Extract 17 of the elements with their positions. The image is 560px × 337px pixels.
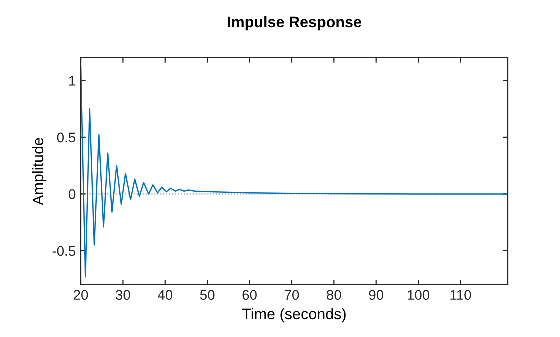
x-tick-label: 90 bbox=[369, 290, 384, 300]
x-tick-label: 70 bbox=[284, 290, 300, 300]
chart-title: Impulse Response bbox=[228, 16, 362, 31]
x-tick-label: 80 bbox=[327, 290, 342, 300]
x-tick-label: 100 bbox=[408, 290, 430, 300]
x-tick-label: 60 bbox=[242, 290, 257, 300]
y-tick-label: 0.5 bbox=[57, 132, 76, 143]
x-tick-label: 30 bbox=[116, 290, 130, 300]
y-tick-label: 0 bbox=[68, 190, 76, 200]
x-tick-label: 40 bbox=[158, 290, 173, 300]
y-tick-label: -0.5 bbox=[52, 246, 76, 256]
y-tick-label: 1 bbox=[69, 76, 76, 86]
x-tick-label: 50 bbox=[200, 290, 215, 300]
x-tick-label: 20 bbox=[74, 290, 88, 300]
y-axis-title: Amplitude bbox=[32, 138, 47, 206]
x-tick-label: 110 bbox=[450, 290, 472, 300]
x-axis-title: Time (seconds) bbox=[242, 308, 346, 323]
